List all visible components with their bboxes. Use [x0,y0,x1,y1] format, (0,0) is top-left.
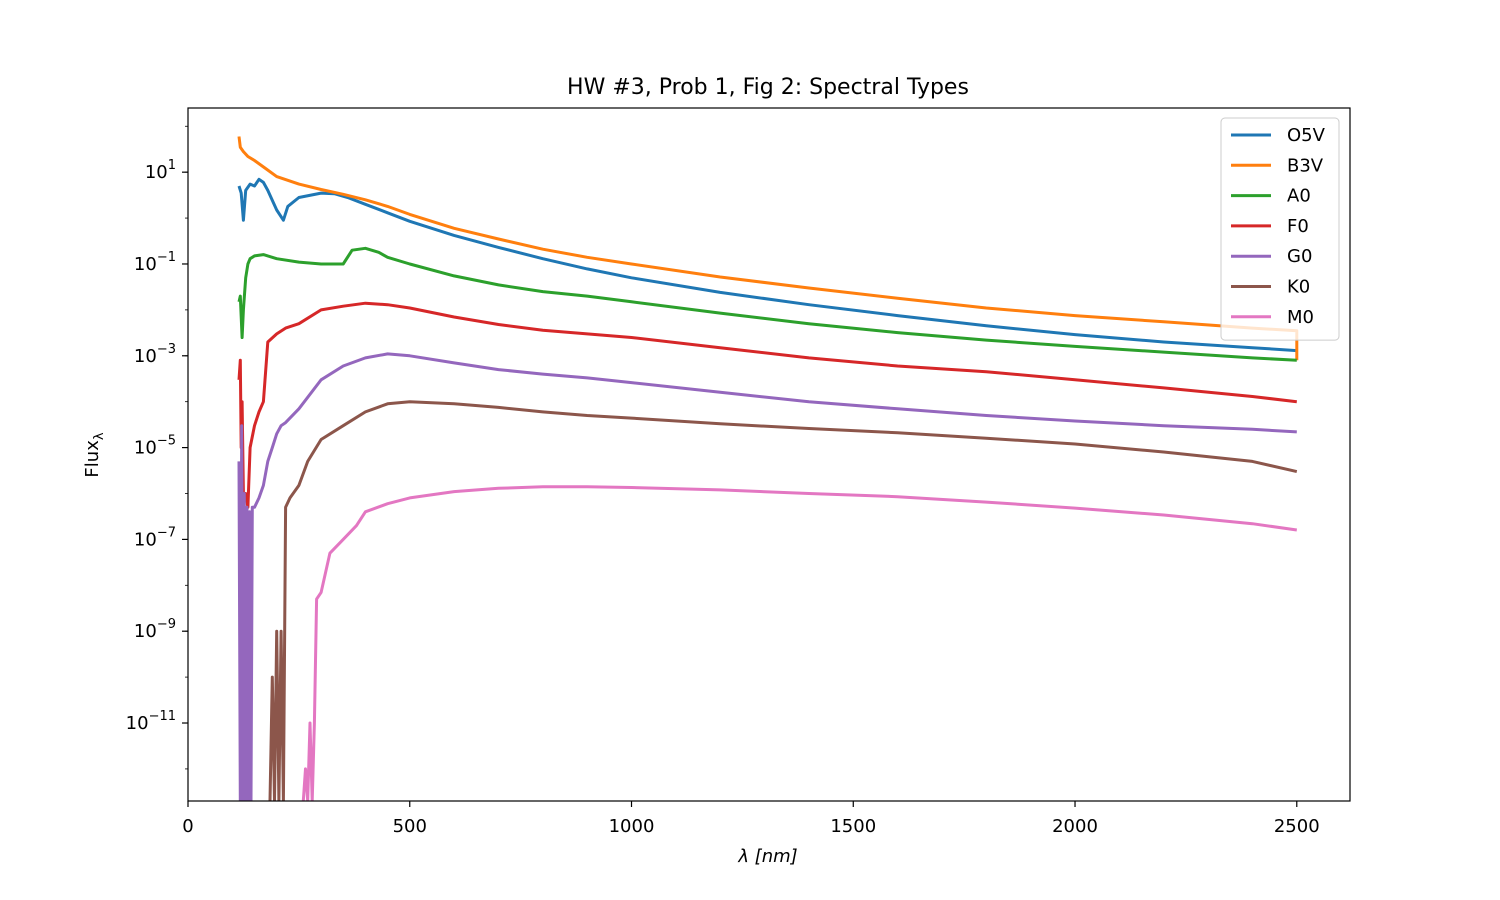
y-tick-label: 10−9 [134,617,176,642]
x-tick-label: 1000 [609,816,655,837]
series-line-a0 [237,246,1297,362]
legend-label-m0: M0 [1287,307,1314,328]
legend: O5V B3V A0 F0 G0 K0 M0 [1220,117,1340,341]
x-tick-label: 1500 [830,816,876,837]
x-tick-label: 2500 [1274,816,1320,837]
x-tick-label: 500 [393,816,427,837]
x-tick-label: 0 [182,816,193,837]
legend-label-f0: F0 [1287,216,1309,237]
y-tick-label: 101 [145,158,176,183]
y-tick-label: 10−7 [134,525,176,550]
series-line-f0 [237,301,1297,509]
series-line-b3v [237,136,1299,361]
series-line-g0 [237,352,1297,801]
x-axis: 0 500 1000 1500 2000 2500 [182,801,1320,837]
legend-label-k0: K0 [1287,277,1310,298]
y-tick-label: 10−11 [126,709,176,734]
y-tick-label: 10−3 [134,342,176,367]
legend-label-b3v: B3V [1287,155,1324,176]
y-axis-label-text: Flux [82,440,103,478]
legend-box [1220,117,1340,341]
plot-frame [187,107,1351,802]
x-axis-label-text: λ [nm] [737,846,797,867]
legend-label-o5v: O5V [1287,125,1326,146]
y-axis-label: Fluxλ [82,432,107,477]
series-line-o5v [237,177,1297,353]
legend-label-g0: G0 [1287,246,1312,267]
y-axis: 101 10−1 10−3 10−5 10−7 10−9 10−11 [126,125,188,770]
series-line-k0 [268,400,1298,801]
x-axis-label: λ [nm] [737,846,797,867]
legend-label-a0: A0 [1287,186,1311,207]
series-line-m0 [301,485,1298,801]
y-tick-label: 10−1 [134,250,176,275]
y-axis-label-subscript: λ [92,432,107,440]
series-layer [237,136,1299,801]
chart-title: HW #3, Prob 1, Fig 2: Spectral Types [567,75,969,100]
x-tick-label: 2000 [1052,816,1098,837]
y-tick-label: 10−5 [134,434,176,459]
